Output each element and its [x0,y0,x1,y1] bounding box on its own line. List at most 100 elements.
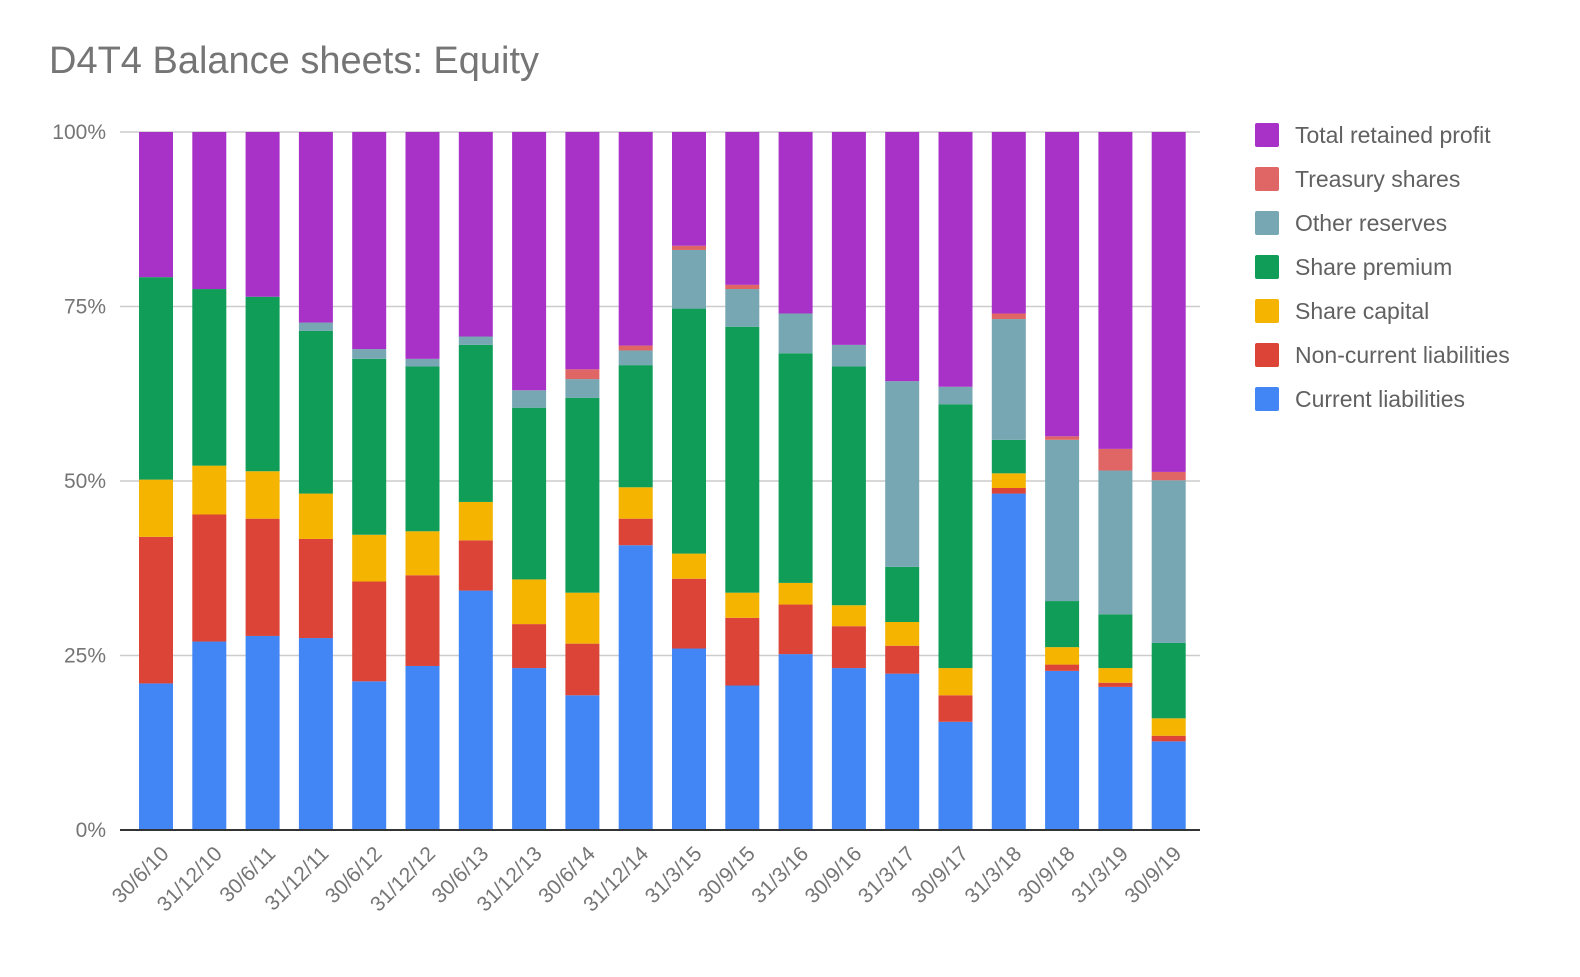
bar-segment [991,319,1026,440]
bar-segment [405,665,440,830]
legend-label: Total retained profit [1295,121,1491,148]
bar-stack [139,132,173,830]
bar-stack [512,132,547,830]
legend-label: Share premium [1295,253,1453,280]
bar-segment [458,344,493,502]
legend-swatch [1255,387,1279,411]
bar-segment [885,645,920,674]
legend-label: Current liabilities [1295,385,1466,412]
y-tick-label: 75% [64,296,106,319]
legend-label: Other reserves [1295,209,1448,236]
bar-segment [512,132,547,391]
bar-segment [885,381,920,567]
bar-segment [831,132,866,345]
bar-segment [139,683,173,830]
bar-segment [245,635,280,830]
legend-item: Non-current liabilities [1255,333,1510,377]
bar-segment [831,626,866,669]
bar-segment [1151,471,1186,481]
bar-stack [991,132,1026,830]
bar-segment [512,668,547,830]
bar-segment [1045,436,1080,440]
bar-segment [672,553,706,579]
legend-label: Non-current liabilities [1295,341,1510,368]
bar-segment [618,345,653,351]
bars [139,132,1186,830]
bar-segment [405,366,440,532]
bar-segment [672,648,706,830]
legend-item: Share premium [1255,245,1510,289]
bar-segment [512,390,547,408]
bar-segment [1098,448,1133,471]
bar-stack [245,132,280,830]
bar-segment [458,590,493,830]
bar-segment [352,349,387,359]
bar-segment [405,575,440,666]
bar-segment [139,132,173,278]
bar-segment [512,407,547,580]
bar-segment [1098,132,1133,449]
bar-stack [831,132,866,830]
x-tick-label: 31/3/17 [854,842,920,908]
legend-swatch [1255,167,1279,191]
bar-segment [245,471,280,519]
bar-segment [352,681,387,830]
bar-stack [618,132,653,830]
bar-segment [831,605,866,627]
bar-stack [672,132,706,830]
bar-segment [672,132,706,246]
bar-segment [725,326,760,593]
bar-segment [1151,741,1186,830]
bar-stack [1045,132,1080,830]
bar-segment [298,132,333,323]
y-tick-label: 50% [64,470,106,493]
bar-segment [672,308,706,554]
bar-segment [1045,132,1080,437]
legend-item: Total retained profit [1255,113,1510,157]
legend-item: Current liabilities [1255,377,1510,421]
bar-segment [139,277,173,480]
bar-segment [405,132,440,359]
legend-label: Treasury shares [1295,165,1461,192]
chart-title: D4T4 Balance sheets: Equity [49,40,540,82]
bar-segment [778,604,813,655]
bar-segment [1151,132,1186,472]
bar-segment [1151,735,1186,742]
bar-stack [405,132,440,830]
bar-segment [618,132,653,346]
bar-segment [1098,668,1133,683]
bar-segment [938,668,973,696]
bar-segment [1045,670,1080,830]
bar-segment [938,404,973,669]
bar-segment [991,439,1026,474]
bar-segment [565,643,600,696]
x-tick-label: 30/9/15 [694,842,760,908]
bar-stack [192,132,227,830]
bar-segment [245,296,280,472]
bar-segment [192,641,227,830]
bar-segment [831,344,866,367]
x-tick-label: 31/3/16 [747,842,813,908]
bar-segment [405,531,440,576]
legend: Total retained profit Treasury shares Othe… [1255,113,1510,421]
bar-segment [725,685,760,830]
bar-segment [565,379,600,398]
bar-segment [991,493,1026,830]
bar-segment [458,132,493,337]
bar-segment [991,132,1026,314]
bar-stack [458,132,493,830]
bar-segment [298,638,333,830]
bar-stack [885,132,920,830]
bar-segment [1098,682,1133,687]
bar-segment [725,284,760,290]
bar-segment [192,132,227,290]
legend-item: Treasury shares [1255,157,1510,201]
bar-segment [139,536,173,684]
bar-segment [405,358,440,367]
bar-segment [725,592,760,618]
bar-segment [725,132,760,285]
legend-swatch [1255,123,1279,147]
bar-segment [672,249,706,309]
x-tick-label: 30/9/19 [1120,842,1186,908]
